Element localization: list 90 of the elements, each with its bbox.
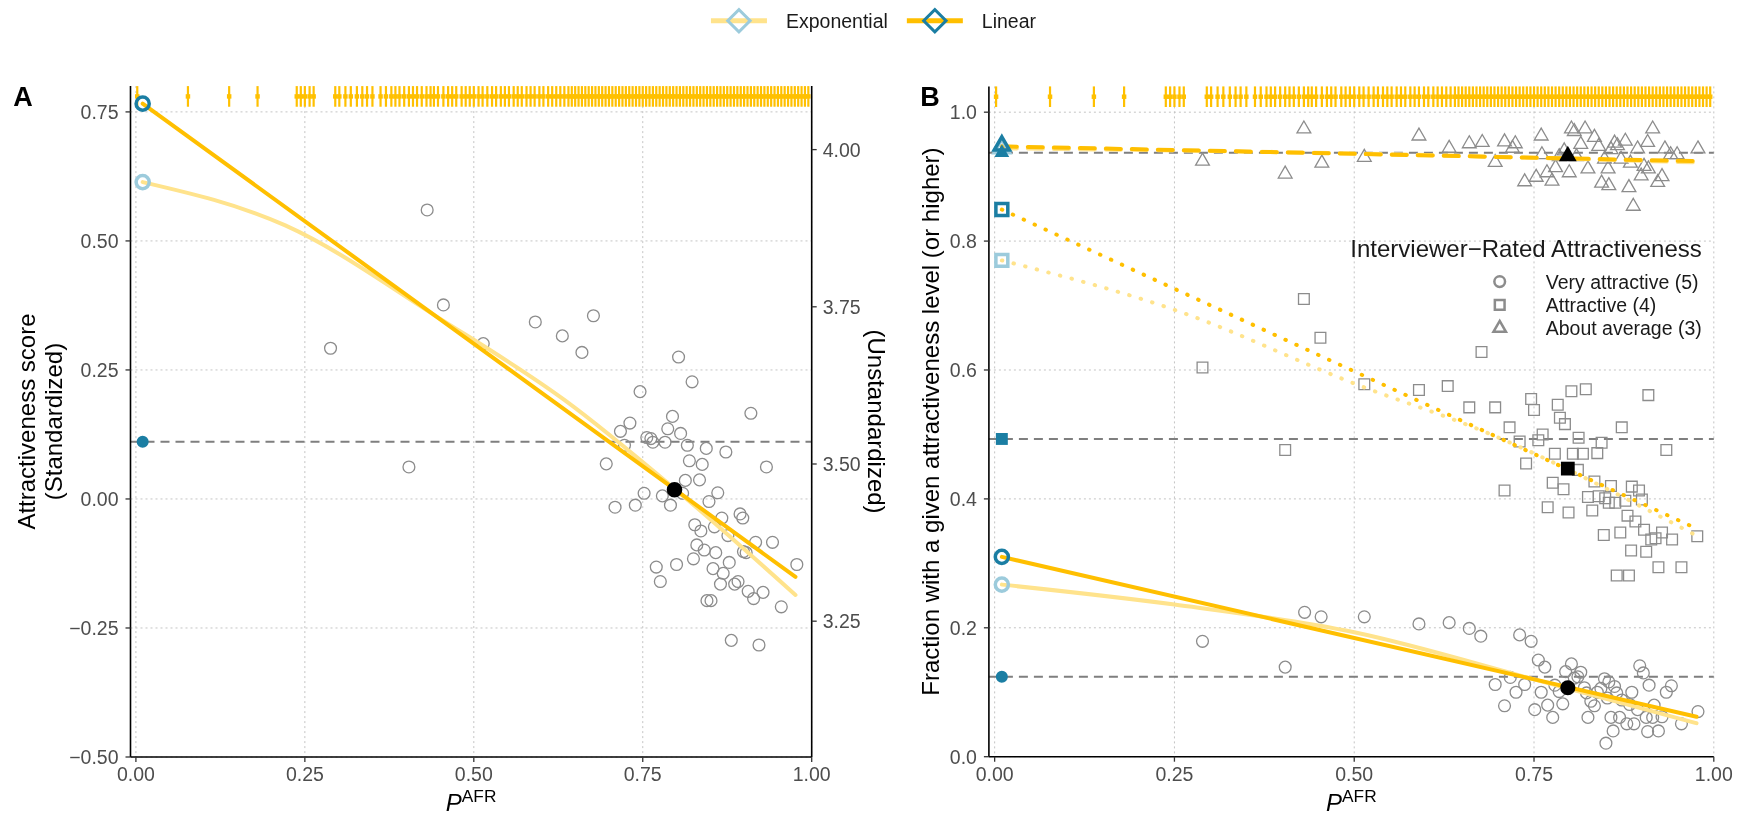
y-axis-title: Fraction with a given attractiveness level (or higher) (916, 147, 944, 696)
x-tick-label: 1.00 (1694, 762, 1733, 785)
point (1669, 146, 1685, 160)
point (1534, 146, 1550, 160)
point (1633, 167, 1649, 181)
point (1539, 164, 1555, 178)
legend-label: Very attractive (5) (1545, 270, 1699, 293)
chart-title: B (920, 82, 940, 112)
point (1603, 140, 1619, 155)
point (1356, 148, 1372, 162)
point (1596, 150, 1613, 164)
point (1194, 152, 1211, 166)
point (1621, 178, 1637, 193)
point (1277, 165, 1293, 179)
y2-tick-label: 3.75 (822, 295, 861, 318)
legend-label: About average (3) (1545, 317, 1702, 340)
point (1640, 133, 1656, 148)
legend-label: Exponential (785, 9, 888, 32)
point (993, 548, 1011, 566)
y-tick-label: 0.4 (949, 487, 978, 510)
legend-title: Interviewer−Rated Attractiveness (1350, 234, 1702, 262)
point (1617, 132, 1633, 146)
point (1657, 140, 1673, 154)
y-axis-title: Attractiveness score (Standardized) (12, 313, 67, 530)
point (1561, 164, 1577, 178)
x-tick-label: 0.50 (454, 763, 493, 785)
y-tick-label: 1.0 (949, 101, 978, 124)
legend-label: Attractive (4) (1545, 293, 1657, 316)
y-tick-label: 0.00 (80, 487, 119, 510)
point (1601, 177, 1617, 191)
x-tick-label: 0.50 (1335, 762, 1374, 785)
point (993, 576, 1011, 593)
point (1461, 135, 1477, 149)
point (1630, 140, 1646, 154)
y2-axis-title: (Unstandardized) (863, 329, 891, 514)
x-tick-label: 0.25 (1155, 762, 1194, 785)
x-tick-label: 0.25 (285, 763, 324, 785)
y-tick-label: 0.6 (949, 358, 977, 381)
x-tick-label: 0.75 (1515, 762, 1554, 785)
point (1690, 140, 1706, 154)
x-axis-title: P$^{AFR}$ (1326, 785, 1377, 816)
y-tick-label: 0.0 (949, 745, 978, 768)
point (1528, 168, 1544, 182)
point (1600, 160, 1616, 174)
x-tick-label: 0.00 (116, 763, 156, 785)
point (1487, 153, 1503, 168)
point (1577, 120, 1593, 134)
chart-title: A (13, 82, 33, 112)
point (1625, 197, 1641, 211)
y-tick-label: 0.8 (949, 230, 977, 253)
x-tick-label: 0.00 (975, 762, 1014, 785)
point (1504, 139, 1520, 153)
point (1636, 157, 1652, 171)
y-tick-label: −0.25 (69, 616, 119, 639)
point (1474, 133, 1490, 148)
point (1496, 133, 1513, 147)
y-tick-label: 0.50 (80, 229, 119, 252)
point (1663, 146, 1679, 160)
point (1314, 154, 1330, 168)
point (1594, 174, 1610, 188)
x-tick-label: 0.75 (623, 763, 662, 785)
y2-tick-label: 3.50 (822, 452, 861, 475)
y-tick-label: 0.75 (80, 100, 119, 123)
point (1580, 160, 1596, 174)
point (1517, 173, 1533, 187)
y2-tick-label: 3.25 (822, 610, 861, 633)
point (1411, 127, 1427, 141)
point (1654, 168, 1670, 182)
point (1613, 150, 1629, 164)
point (1573, 135, 1589, 150)
point (1544, 172, 1560, 186)
point (994, 201, 1010, 218)
point (1586, 128, 1602, 142)
point (1640, 160, 1656, 174)
point (1533, 127, 1549, 141)
point (1645, 120, 1661, 134)
y-tick-label: −0.50 (69, 746, 119, 768)
point (1441, 139, 1457, 153)
point (1507, 135, 1523, 149)
y2-tick-label: 4.00 (822, 138, 861, 161)
x-tick-label: 1.00 (792, 763, 831, 785)
point (1591, 137, 1607, 151)
x-axis-title: P$^{AFR}$ (445, 785, 497, 816)
point (1622, 154, 1638, 168)
y-tick-label: 0.25 (80, 358, 119, 381)
legend-label: Linear (981, 9, 1037, 32)
point (994, 252, 1010, 269)
point (1296, 120, 1312, 134)
y-tick-label: 0.2 (949, 616, 977, 639)
point (1650, 173, 1666, 188)
